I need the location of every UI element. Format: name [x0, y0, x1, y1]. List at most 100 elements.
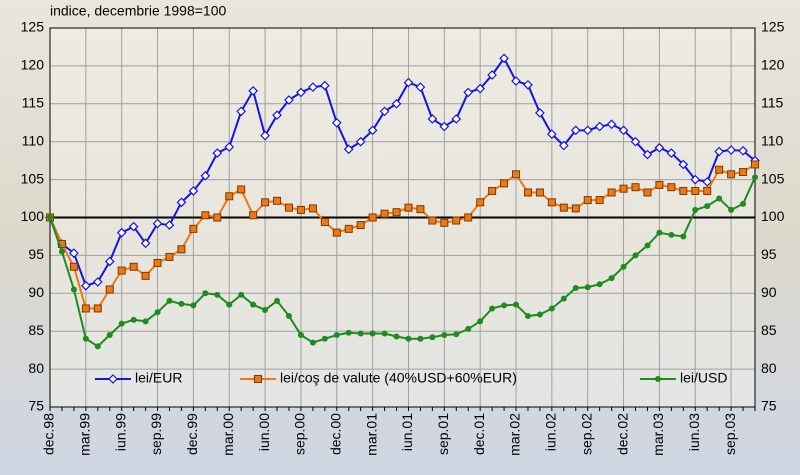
y-tick-label: 105 [21, 170, 45, 186]
data-point [93, 304, 102, 313]
data-point [464, 213, 473, 222]
data-point [260, 130, 270, 141]
data-point [453, 331, 460, 338]
data-point [367, 125, 378, 136]
data-point [643, 188, 652, 197]
data-point [441, 331, 448, 338]
data-point [632, 252, 639, 259]
data-point [321, 335, 328, 342]
y-tick-label: 125 [21, 19, 45, 35]
data-point [309, 339, 316, 346]
y2-tick-label: 85 [761, 322, 777, 338]
data-point [702, 177, 713, 187]
legend-marker [655, 376, 661, 382]
data-point [716, 195, 723, 202]
data-point [178, 300, 185, 307]
data-point [405, 335, 412, 342]
data-point [594, 121, 605, 132]
data-point [751, 160, 759, 169]
data-point [678, 159, 689, 170]
data-point [511, 76, 521, 86]
data-point [225, 192, 234, 201]
y2-tick-label: 125 [761, 19, 785, 35]
data-point [571, 204, 580, 213]
x-tick-label: iun.03 [686, 413, 702, 451]
data-point [272, 110, 282, 121]
data-point [69, 248, 79, 258]
data-point [739, 168, 748, 177]
data-point [69, 262, 78, 271]
data-point [667, 183, 676, 192]
data-point [463, 87, 474, 98]
x-tick-label: sep.03 [722, 413, 738, 455]
data-point [153, 258, 162, 267]
data-point [548, 305, 555, 312]
data-point [237, 185, 246, 194]
legend-label: lei/coş de valute (40%USD+60%EUR) [280, 370, 517, 386]
data-point [703, 186, 712, 195]
data-point [536, 311, 543, 318]
data-point [499, 53, 509, 64]
data-point [715, 165, 724, 174]
data-point [570, 125, 581, 136]
data-point [331, 117, 342, 128]
data-point [644, 242, 651, 249]
legend-marker [254, 375, 262, 383]
data-point [642, 149, 653, 160]
data-point [319, 80, 330, 91]
x-tick-label: iun.99 [112, 413, 128, 451]
data-point [166, 297, 173, 304]
data-point [429, 334, 436, 341]
data-point [82, 335, 89, 342]
data-point [512, 170, 521, 179]
x-tick-label: mar.99 [77, 413, 93, 456]
data-point [738, 145, 748, 156]
data-point [452, 216, 461, 225]
data-point [608, 275, 615, 282]
data-point [535, 108, 545, 118]
legend-label: lei/USD [680, 370, 727, 386]
data-point [547, 129, 557, 139]
y-tick-label: 90 [28, 284, 44, 300]
data-point [176, 197, 187, 208]
data-point [559, 203, 568, 212]
data-point [619, 184, 628, 193]
x-tick-label: sep.99 [148, 413, 164, 455]
y2-tick-label: 75 [761, 398, 777, 414]
y-tick-label: 85 [28, 322, 44, 338]
data-point [357, 330, 364, 337]
data-point [164, 220, 175, 230]
data-point [440, 218, 449, 227]
data-point [369, 330, 376, 337]
data-point [344, 224, 353, 233]
data-point [308, 82, 318, 92]
data-point [128, 221, 139, 232]
data-point [224, 142, 235, 152]
data-point [656, 229, 663, 236]
data-point [583, 196, 592, 205]
data-point [391, 98, 402, 109]
data-point [47, 214, 53, 221]
x-tick-label: dec.99 [184, 413, 200, 455]
data-point [117, 266, 126, 275]
x-tick-label: mar.03 [650, 413, 666, 456]
data-point [726, 145, 736, 155]
data-point [523, 188, 532, 197]
data-point [154, 309, 161, 316]
data-point [535, 188, 544, 197]
y2-tick-label: 100 [761, 208, 785, 224]
data-point [226, 301, 233, 308]
data-point [355, 136, 366, 147]
data-point [379, 106, 390, 117]
data-point [439, 121, 450, 132]
data-point [104, 256, 115, 267]
data-point [380, 209, 389, 218]
data-point [345, 329, 352, 336]
data-point [752, 174, 758, 181]
data-point [214, 291, 221, 298]
data-point [58, 248, 65, 255]
x-tick-label: iun.01 [399, 413, 415, 451]
data-point [141, 271, 150, 280]
x-tick-label: dec.02 [614, 413, 630, 455]
